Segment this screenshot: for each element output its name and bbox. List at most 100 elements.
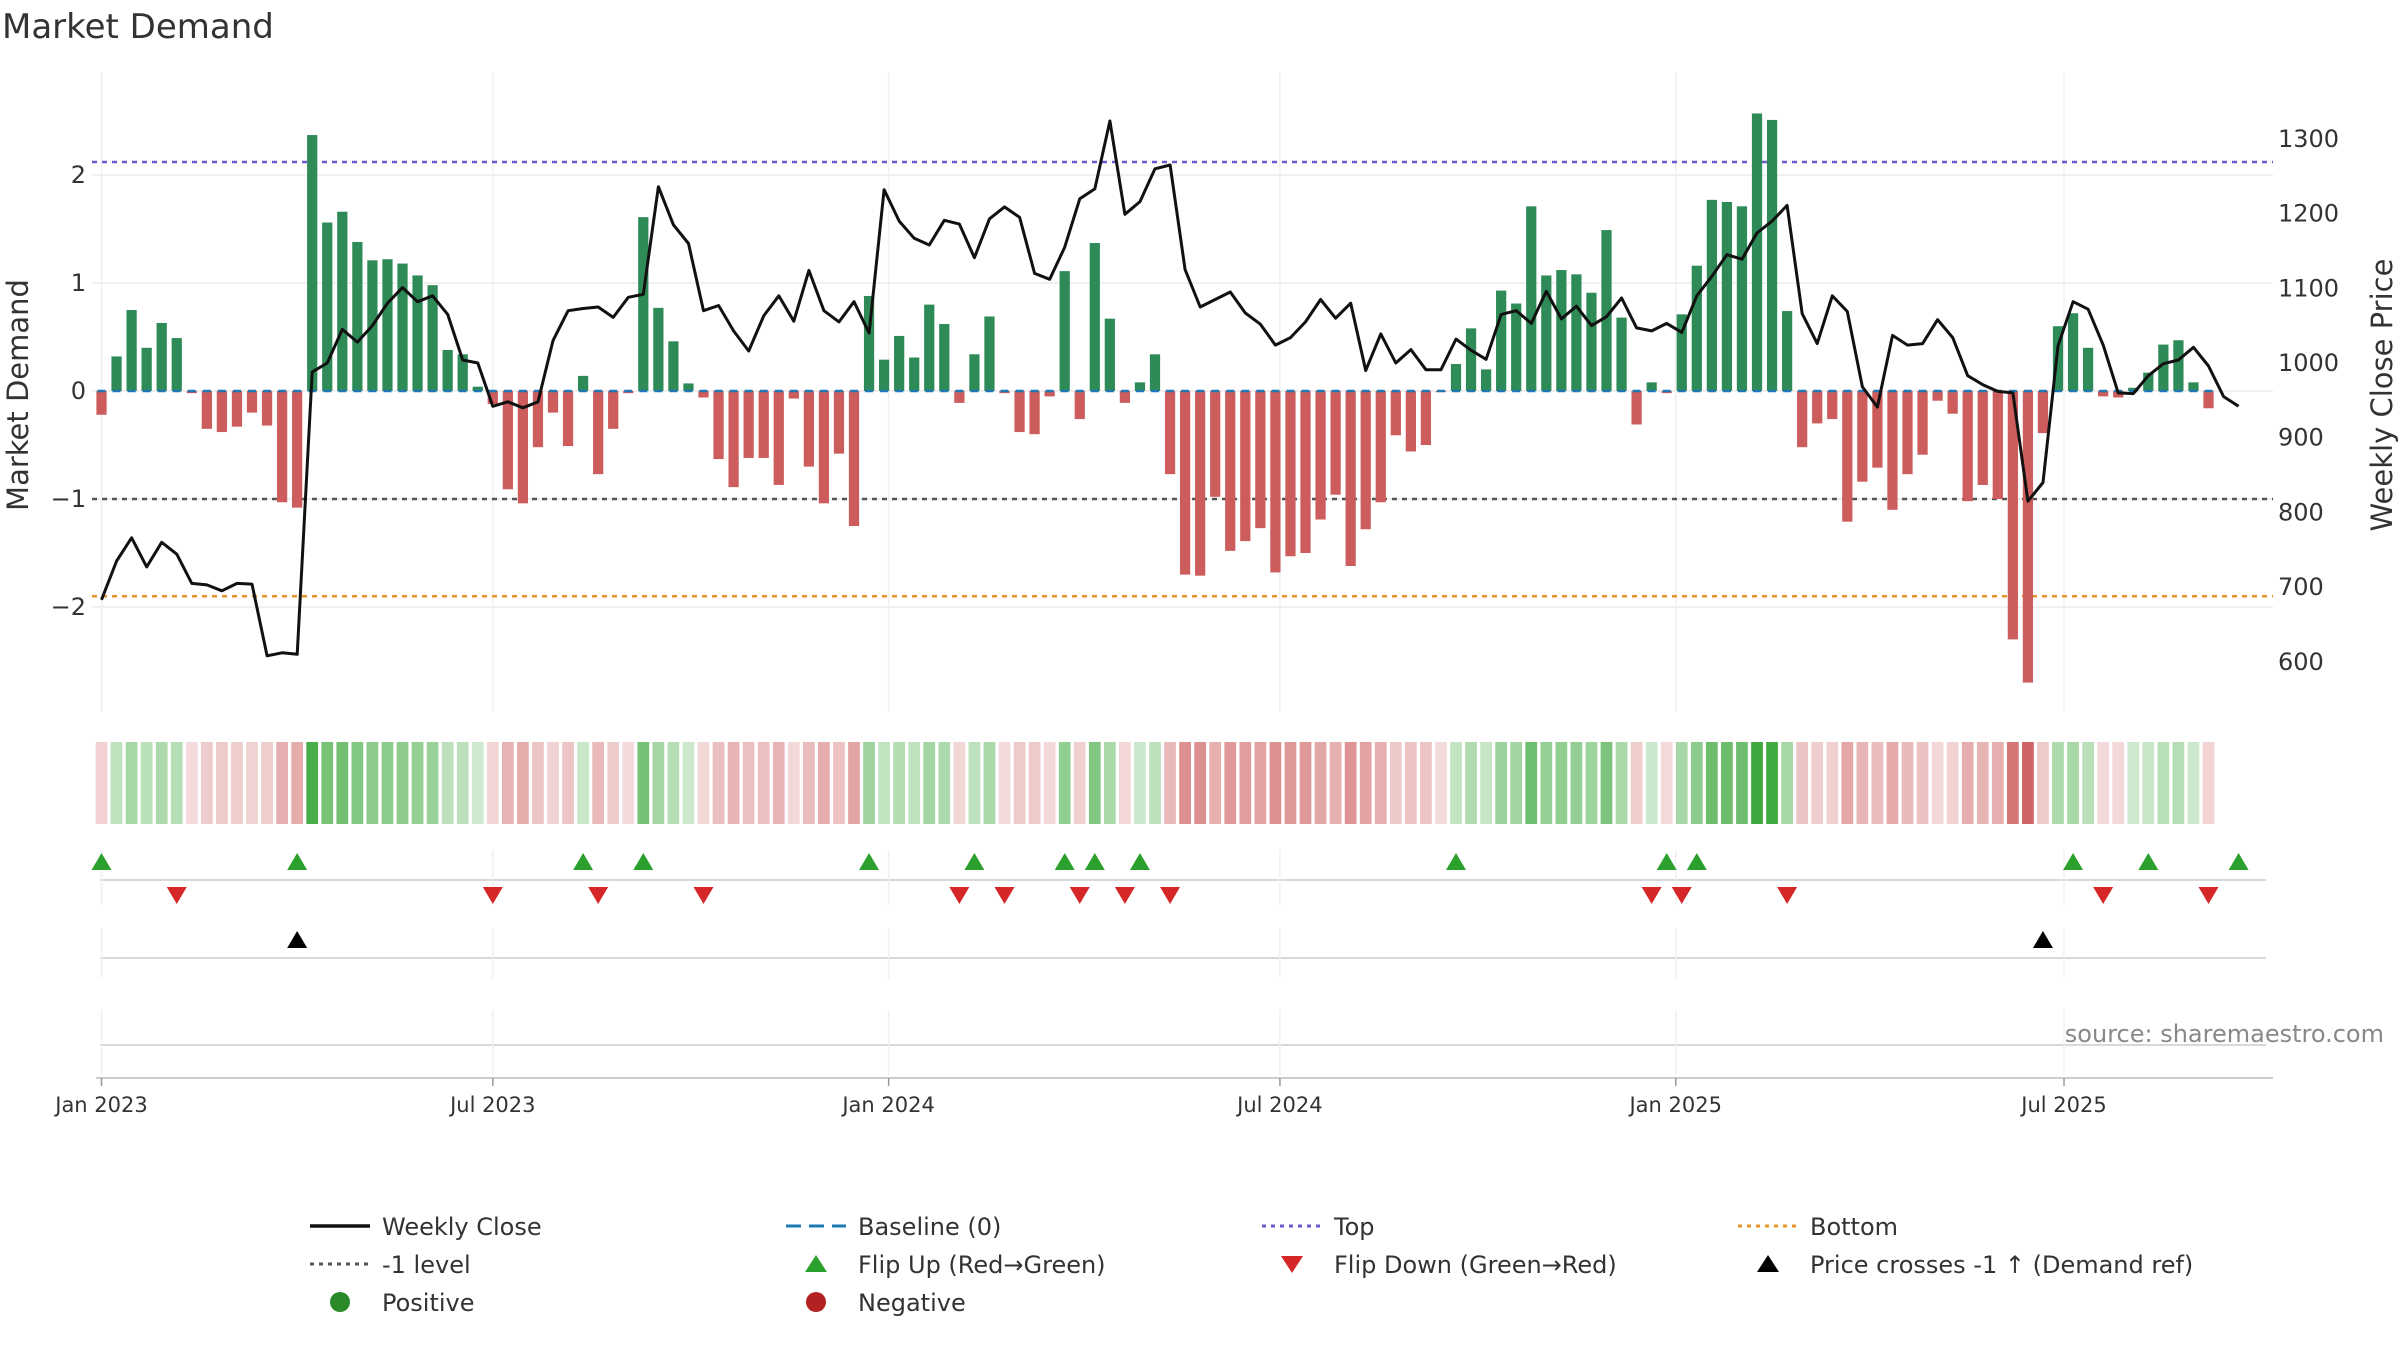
demand-bar-negative	[1947, 391, 1958, 414]
heat-cell	[261, 742, 273, 824]
heat-cell	[1946, 742, 1959, 824]
demand-bar-positive	[1089, 243, 1100, 391]
heat-cell	[998, 742, 1011, 824]
heat-cell	[938, 742, 951, 824]
demand-bar-positive	[126, 310, 137, 391]
demand-bar-positive	[878, 359, 890, 391]
heat-cell	[321, 742, 334, 824]
demand-bar-positive	[412, 275, 423, 391]
heat-cell	[727, 742, 740, 824]
heat-cell	[1284, 742, 1297, 824]
demand-bar-positive	[1511, 303, 1522, 391]
flip-down-marker	[166, 887, 187, 904]
heat-cell	[1374, 742, 1387, 824]
demand-bar-positive	[668, 341, 679, 391]
demand-bar-negative	[276, 391, 288, 503]
demand-bar-negative	[1044, 391, 1055, 397]
heat-cell	[216, 742, 228, 824]
demand-bar-positive	[577, 375, 589, 391]
demand-bar-positive	[457, 354, 468, 391]
heat-cell	[592, 742, 605, 824]
demand-bar-negative	[2098, 391, 2109, 397]
demand-bar-negative	[1857, 391, 1868, 482]
demand-bar-negative	[1240, 391, 1251, 542]
heat-cell	[501, 742, 514, 824]
heat-cell	[1736, 742, 1748, 824]
heat-cell	[1164, 742, 1176, 824]
heat-cell	[486, 742, 499, 824]
demand-bar-positive	[2067, 313, 2079, 391]
heat-cell	[411, 742, 424, 824]
demand-bar-negative	[954, 391, 965, 403]
heat-cell	[1690, 742, 1703, 824]
heat-cell	[1495, 742, 1508, 824]
demand-bar-positive	[924, 304, 935, 391]
heat-cell	[1344, 742, 1357, 824]
y-axis-label-left: Market Demand	[1, 279, 35, 511]
demand-heat-strip	[95, 742, 2215, 824]
demand-bar-negative	[96, 391, 107, 415]
flip-up-marker	[2228, 853, 2249, 870]
demand-bar-positive	[111, 356, 122, 391]
heat-cell	[968, 742, 981, 824]
source-note: source: sharemaestro.com	[2065, 1020, 2384, 1048]
demand-bar-negative	[1827, 391, 1838, 420]
flip-down-marker	[1641, 887, 1662, 904]
heat-cell	[1615, 742, 1628, 824]
demand-bar-negative	[1812, 391, 1823, 424]
demand-bar-positive	[1616, 317, 1627, 391]
demand-bar-positive	[1450, 364, 1462, 391]
x-tick-label: Jan 2024	[840, 1093, 935, 1117]
heat-cell	[1299, 742, 1312, 824]
demand-bar-negative	[1345, 391, 1356, 566]
heat-cell	[1991, 742, 2004, 824]
demand-bar-negative	[231, 391, 243, 427]
heat-cell	[2052, 742, 2064, 824]
legend: Weekly Close Baseline (0) Top Bottom -1 leve…	[310, 1213, 2193, 1317]
heat-cell	[2082, 742, 2094, 824]
flip-markers-row	[91, 850, 2266, 905]
demand-bar-negative	[562, 391, 574, 447]
heat-cell	[456, 742, 469, 824]
demand-bar-negative	[1872, 391, 1883, 468]
heat-cell	[1480, 742, 1492, 824]
demand-bar-negative	[532, 391, 544, 448]
heat-cell	[1540, 742, 1553, 824]
heat-cell	[1088, 742, 1101, 824]
demand-bar-negative	[517, 391, 529, 504]
y-tick-left: 0	[71, 377, 86, 405]
y-tick-right: 1200	[2278, 200, 2339, 228]
heat-cell	[1224, 742, 1237, 824]
heat-cell	[622, 742, 635, 824]
demand-bar-positive	[307, 135, 318, 391]
heat-cell	[893, 742, 906, 824]
y-tick-left: 1	[71, 269, 86, 297]
heat-cell	[366, 742, 379, 824]
demand-bar-negative	[848, 391, 860, 526]
flip-up-marker	[859, 853, 880, 870]
flip-up-marker	[1686, 853, 1707, 870]
demand-bar-positive	[141, 347, 152, 391]
heat-cell	[517, 742, 529, 824]
demand-bar-negative	[1932, 391, 1943, 401]
demand-bar-positive	[442, 349, 453, 391]
demand-bar-negative	[833, 391, 845, 454]
x-tick-label: Jul 2025	[2019, 1093, 2106, 1117]
demand-bar-positive	[1059, 271, 1070, 391]
heat-cell	[2112, 742, 2125, 824]
demand-bar-negative	[2007, 391, 2018, 640]
heat-cell	[471, 742, 484, 824]
flip-up-marker	[1656, 853, 1677, 870]
heat-cell	[1645, 742, 1658, 824]
heat-cell	[1555, 742, 1568, 824]
demand-bar-positive	[1721, 202, 1733, 391]
flip-up-marker	[91, 853, 112, 870]
flip-down-marker	[693, 887, 714, 904]
demand-bar-negative	[1992, 391, 2003, 499]
demand-bar-positive	[2128, 387, 2139, 391]
demand-bar-negative	[1842, 391, 1853, 522]
y-tick-right: 1100	[2278, 274, 2339, 302]
heat-cell	[2142, 742, 2155, 824]
flip-down-marker	[1671, 887, 1692, 904]
heat-cell	[1329, 742, 1342, 824]
